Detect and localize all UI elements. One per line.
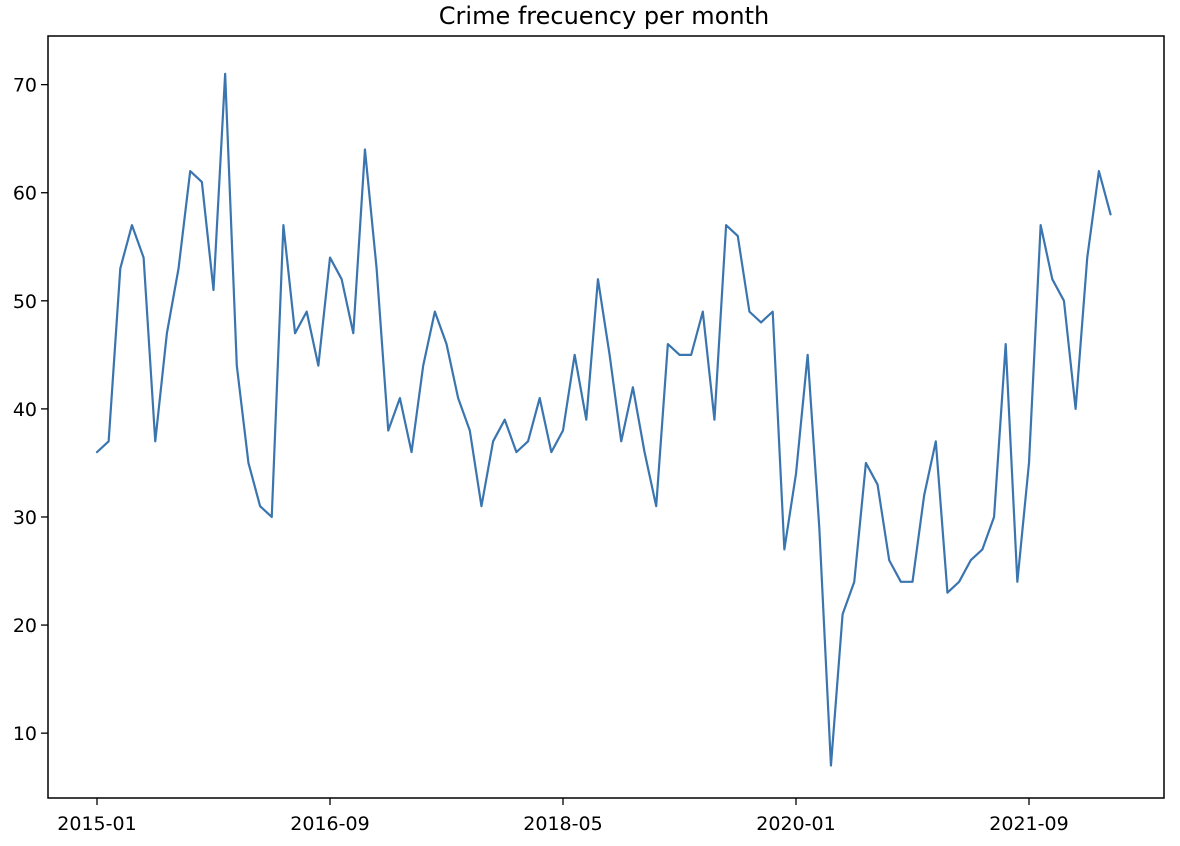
y-tick-label: 60 bbox=[13, 183, 37, 205]
plot-area bbox=[95, 72, 1112, 767]
y-axis: 10 20 30 40 50 60 70 bbox=[13, 75, 48, 745]
x-axis: 2015-01 2016-09 2018-05 2020-01 2021-09 bbox=[57, 798, 1069, 835]
y-tick-label: 30 bbox=[13, 507, 37, 529]
axes-frame bbox=[47, 35, 1165, 799]
y-tick-label: 70 bbox=[13, 75, 37, 97]
y-tick-label: 10 bbox=[13, 723, 37, 745]
x-tick-label: 2021-09 bbox=[989, 813, 1068, 835]
x-tick-label: 2016-09 bbox=[290, 813, 369, 835]
chart-title: Crime frecuency per month bbox=[439, 2, 769, 30]
x-tick-label: 2020-01 bbox=[756, 813, 835, 835]
y-tick-label: 20 bbox=[13, 615, 37, 637]
y-tick-label: 40 bbox=[13, 399, 37, 421]
x-tick-label: 2015-01 bbox=[57, 813, 136, 835]
series-line bbox=[95, 72, 1112, 767]
x-tick-label: 2018-05 bbox=[523, 813, 602, 835]
y-tick-label: 50 bbox=[13, 291, 37, 313]
